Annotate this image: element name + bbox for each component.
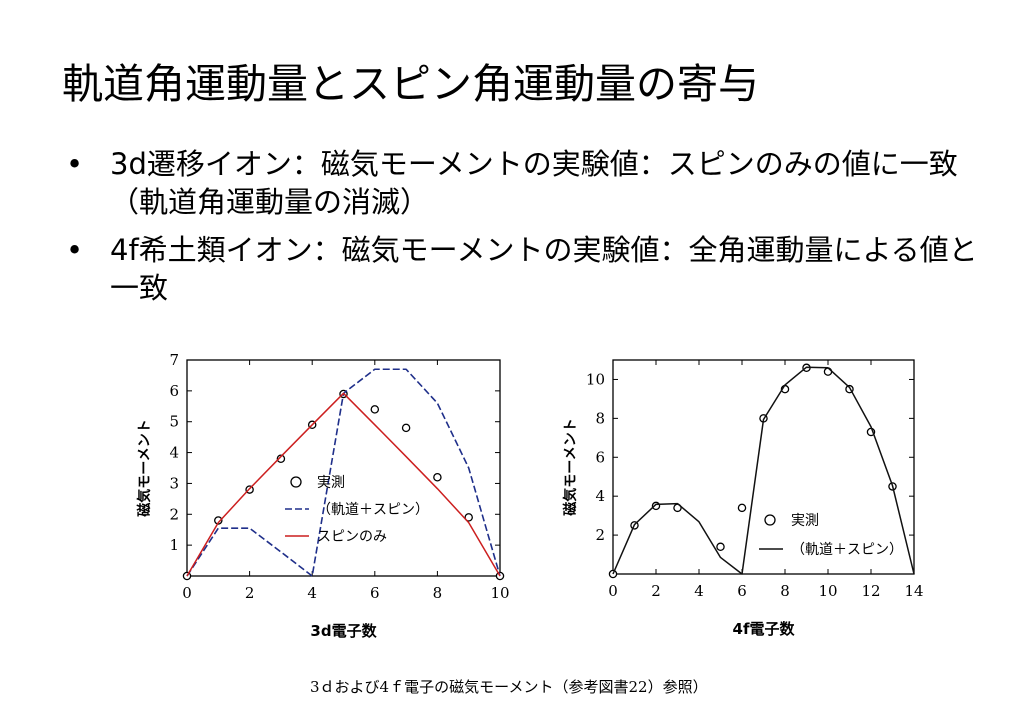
legend-marker-circle	[764, 514, 776, 526]
x-tick-label: 12	[861, 582, 880, 600]
x-tick-label: 10	[818, 582, 837, 600]
y-tick-label: 10	[586, 370, 605, 388]
y-tick-label: 8	[595, 409, 605, 427]
x-tick-label: 4	[694, 582, 704, 600]
legend-label: （軌道＋スピン）	[791, 542, 903, 558]
data-point-measured	[433, 473, 442, 482]
y-axis-label: 磁気モーメント	[136, 419, 153, 516]
x-tick-label: 4	[307, 584, 317, 602]
y-tick-label: 1	[169, 536, 179, 554]
legend-label: スピンのみ	[317, 529, 387, 545]
y-tick-label: 2	[169, 505, 179, 523]
data-point-measured	[464, 513, 473, 522]
x-tick-label: 2	[245, 584, 255, 602]
x-axis-label: 3d電子数	[310, 622, 377, 640]
legend-marker-circle	[290, 476, 302, 488]
y-tick-label: 6	[595, 448, 605, 466]
y-tick-label: 6	[169, 382, 179, 400]
x-tick-label: 8	[780, 582, 790, 600]
y-axis-label: 磁気モーメント	[562, 418, 579, 515]
legend-label: 実測	[317, 475, 345, 491]
x-tick-label: 10	[490, 584, 509, 602]
y-tick-label: 4	[169, 444, 179, 462]
plot-frame	[612, 359, 915, 575]
bullet-list: • 3d遷移イオン：磁気モーメントの実験値：スピンのみの値に一致（軌道角運動量の消…	[62, 145, 992, 317]
x-tick-label: 6	[737, 582, 747, 600]
x-tick-label: 6	[370, 584, 380, 602]
y-tick-label: 5	[169, 413, 179, 431]
data-point-measured	[276, 454, 286, 463]
data-point-measured	[401, 423, 411, 433]
bullet-dot: •	[66, 147, 84, 181]
x-tick-label: 8	[433, 584, 443, 602]
data-point-measured	[716, 542, 725, 552]
data-point-measured	[370, 405, 380, 414]
y-tick-label: 2	[595, 526, 605, 544]
bullet-item-4f: • 4f希土類イオン：磁気モーメントの実験値：全角運動量による値と一致	[62, 231, 992, 307]
x-tick-label: 2	[651, 582, 661, 600]
figure-caption: 3ｄおよび4ｆ電子の磁気モーメント（参考図書22）参照）	[310, 678, 708, 696]
data-point-measured	[737, 503, 747, 513]
bullet-item-3d: • 3d遷移イオン：磁気モーメントの実験値：スピンのみの値に一致（軌道角運動量の消…	[62, 145, 992, 221]
y-tick-label: 7	[169, 351, 179, 369]
slide-title: 軌道角運動量とスピン角運動量の寄与	[62, 60, 759, 108]
bullet-dot: •	[66, 233, 84, 267]
legend-label: （軌道＋スピン）	[317, 502, 429, 518]
plot-frame	[186, 359, 501, 577]
x-tick-label: 14	[904, 582, 923, 600]
x-tick-label: 0	[608, 582, 618, 600]
bullet-text-3d: 3d遷移イオン：磁気モーメントの実験値：スピンのみの値に一致（軌道角運動量の消滅…	[110, 147, 958, 219]
x-axis-label: 4f電子数	[733, 620, 796, 638]
series-line-orbital-spin	[612, 366, 915, 575]
legend-label: 実測	[791, 513, 819, 529]
y-tick-label: 4	[595, 487, 605, 505]
bullet-text-4f: 4f希土類イオン：磁気モーメントの実験値：全角運動量による値と一致	[110, 233, 978, 305]
y-tick-label: 3	[169, 474, 179, 492]
series-line-spin-only	[186, 392, 501, 577]
x-tick-label: 0	[182, 584, 192, 602]
